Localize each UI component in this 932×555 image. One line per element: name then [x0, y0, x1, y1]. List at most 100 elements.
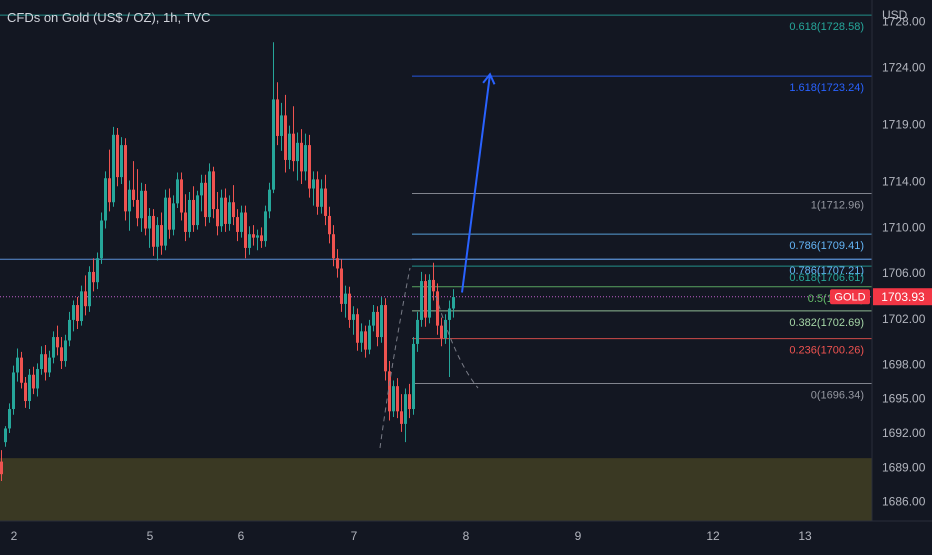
candle-up [380, 305, 383, 338]
candle-up [96, 258, 99, 283]
candle-down [400, 411, 403, 424]
candle-down [136, 199, 139, 219]
candle-up [196, 195, 199, 226]
candle-up [268, 189, 271, 212]
candle-down [292, 133, 295, 162]
price-tick-label: 1710.00 [882, 220, 926, 234]
candle-down [276, 99, 279, 136]
candle-up [148, 215, 151, 229]
time-tick-label: 8 [463, 529, 470, 543]
fib-level-label: 0.618(1706.61) [789, 272, 864, 284]
candle-down [184, 212, 187, 232]
candle-down [332, 234, 335, 259]
candle-up [12, 372, 15, 410]
candle-up [444, 319, 447, 339]
fib-level-label: 1.618(1723.24) [789, 82, 864, 94]
symbol-tag [830, 289, 870, 305]
candle-down [440, 325, 443, 339]
candle-down [232, 202, 235, 218]
candle-up [164, 197, 167, 246]
time-tick-label: 2 [11, 529, 18, 543]
price-tick-label: 1719.00 [882, 118, 926, 132]
target-arrow[interactable] [461, 72, 496, 293]
candle-up [104, 178, 107, 221]
candle-up [4, 428, 7, 443]
candle-up [52, 337, 55, 358]
fib-level-label: 0(1696.34) [811, 389, 864, 401]
candle-down [336, 258, 339, 269]
candle-down [340, 268, 343, 304]
candle-down [260, 235, 263, 242]
candle-up [412, 343, 415, 410]
symbol-tag-label: GOLD [834, 292, 865, 304]
candle-down [384, 305, 387, 372]
price-axis[interactable]: 1728.00 1724.00 1719.00 1714.00 1710.00 1706.… [882, 15, 926, 509]
candle-down [212, 171, 215, 210]
candle-down [244, 212, 247, 248]
candle-down [32, 374, 35, 389]
time-tick-label: 5 [147, 529, 154, 543]
fib-level-label: 0.382(1702.69) [789, 317, 864, 329]
arrow-head [482, 72, 496, 85]
candle-up [120, 145, 123, 178]
candle-down [396, 386, 399, 412]
candle-up [272, 99, 275, 190]
candle-up [304, 145, 307, 172]
currency-label: USD [882, 8, 908, 22]
candle-down [432, 279, 435, 292]
candle-up [172, 203, 175, 230]
candle-down [236, 217, 239, 232]
candle-down [192, 199, 195, 226]
candle-up [40, 354, 43, 370]
candle-down [216, 209, 219, 227]
fib-lines[interactable] [0, 14, 872, 384]
time-axis[interactable]: 2 5 6 7 8 9 12 13 [11, 529, 812, 543]
candle-up [312, 179, 315, 189]
candle-up [208, 171, 211, 218]
candle-down [144, 190, 147, 229]
candle-down [356, 314, 359, 343]
candle-up [296, 142, 299, 162]
candle-down [424, 281, 427, 318]
candle-up [156, 225, 159, 247]
candle-up [428, 279, 431, 318]
price-tick-label: 1724.00 [882, 60, 926, 74]
candle-up [288, 133, 291, 160]
fib-level-label: 0.236(1700.26) [789, 345, 864, 357]
candle-down [348, 293, 351, 320]
candle-down [168, 197, 171, 230]
candle-up [372, 311, 375, 326]
candle-up [16, 357, 19, 373]
chart-title: CFDs on Gold (US$ / OZ), 1h, TVC [7, 10, 210, 25]
price-tick-label: 1702.00 [882, 312, 926, 326]
price-tick-label: 1714.00 [882, 175, 926, 189]
dashed-guide-left [379, 267, 411, 449]
candle-up [256, 235, 259, 238]
arrow-shaft[interactable] [461, 74, 491, 293]
candle-down [316, 179, 319, 207]
candle-up [140, 190, 143, 219]
candle-up [28, 374, 31, 402]
candle-down [204, 182, 207, 218]
price-tick-label: 1698.00 [882, 357, 926, 371]
candle-down [224, 197, 227, 224]
candle-up [448, 308, 451, 320]
candle-down [252, 234, 255, 238]
candle-up [128, 189, 131, 212]
candle-up [404, 394, 407, 424]
price-value-tag [873, 288, 932, 306]
support-zone [0, 458, 872, 521]
candle-down [76, 305, 79, 322]
time-tick-label: 13 [798, 529, 812, 543]
candle-up [188, 199, 191, 232]
candle-up [368, 325, 371, 350]
price-tick-label: 1706.00 [882, 266, 926, 280]
candle-up [220, 197, 223, 227]
candle-up [264, 211, 267, 242]
candle-down [108, 178, 111, 203]
price-tick-label: 1689.00 [882, 460, 926, 474]
candle-up [36, 369, 39, 389]
candle-down [20, 357, 23, 383]
candle-down [124, 145, 127, 212]
